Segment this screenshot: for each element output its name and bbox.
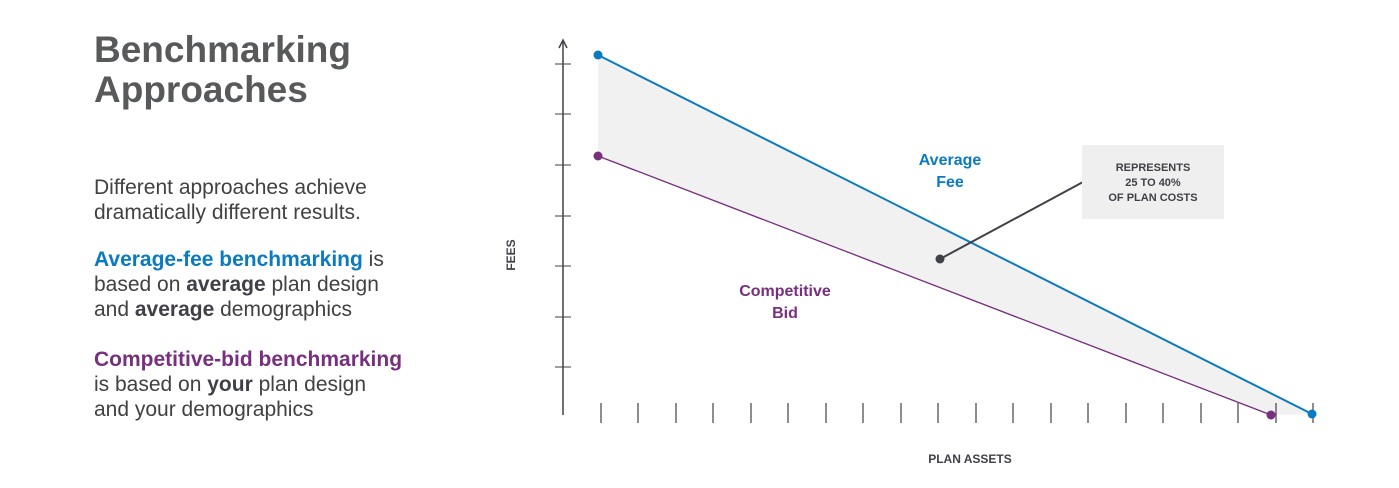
competitive-bid-line-3: and your demographics [94, 398, 314, 421]
intro-line-1: Different approaches achieve [94, 176, 367, 199]
competitive-bid-term: Competitive-bid benchmarking [94, 348, 403, 371]
average-fee-is: is [362, 248, 384, 271]
competitive-bid-plan-design: plan design [252, 373, 367, 396]
page-title: Benchmarking Approaches [94, 30, 351, 110]
average-fee-line [597, 54, 1313, 415]
average-fee-emphasis-2: average [134, 298, 215, 321]
average-fee-emphasis-1: average [186, 273, 266, 296]
competitive-bid-start-point [593, 151, 603, 161]
competitive-bid-paragraph: Competitive-bid benchmarking is based on… [94, 347, 494, 422]
callout-line-2: 25 TO 40% [1125, 177, 1181, 189]
y-axis-label: FEES [504, 239, 518, 271]
callout-line-3: OF PLAN COSTS [1108, 192, 1198, 204]
average-fee-and: and [94, 298, 135, 321]
average-fee-end-point [1307, 409, 1317, 419]
competitive-bid-end-point [1266, 410, 1276, 420]
average-fee-based-on: based on [94, 273, 187, 296]
average-fee-plan-design: plan design [265, 273, 379, 296]
intro-line-2: dramatically different results. [94, 201, 361, 224]
average-fee-label-line-2: Fee [936, 174, 964, 191]
title-line-1: Benchmarking [94, 29, 352, 70]
competitive-bid-label-line-2: Bid [772, 305, 798, 322]
competitive-bid-based-on: is based on [94, 373, 208, 396]
callout-line-1: REPRESENTS [1115, 162, 1191, 174]
competitive-bid-label: Competitive Bid [718, 281, 852, 325]
average-fee-term: Average-fee benchmarking [94, 248, 363, 271]
intro-paragraph: Different approaches achieve dramaticall… [94, 175, 494, 225]
competitive-bid-label-line-1: Competitive [739, 283, 831, 300]
average-fee-label-line-1: Average [918, 152, 982, 169]
y-axis-ticks [555, 63, 571, 368]
callout-leader-line [939, 181, 1084, 260]
x-axis-label: PLAN ASSETS [928, 452, 1012, 466]
x-axis-ticks [600, 403, 1314, 423]
title-line-2: Approaches [94, 69, 308, 110]
average-fee-start-point [593, 50, 603, 60]
average-fee-paragraph: Average-fee benchmarking is based on ave… [94, 247, 494, 322]
average-fee-label: Average Fee [900, 150, 1000, 194]
competitive-bid-line [597, 155, 1272, 416]
callout-box: REPRESENTS 25 TO 40% OF PLAN COSTS [1082, 145, 1224, 219]
competitive-bid-emphasis: your [207, 373, 253, 396]
callout-anchor-point [935, 254, 945, 264]
average-fee-demographics: demographics [214, 298, 353, 321]
y-axis-arrow [558, 38, 568, 49]
